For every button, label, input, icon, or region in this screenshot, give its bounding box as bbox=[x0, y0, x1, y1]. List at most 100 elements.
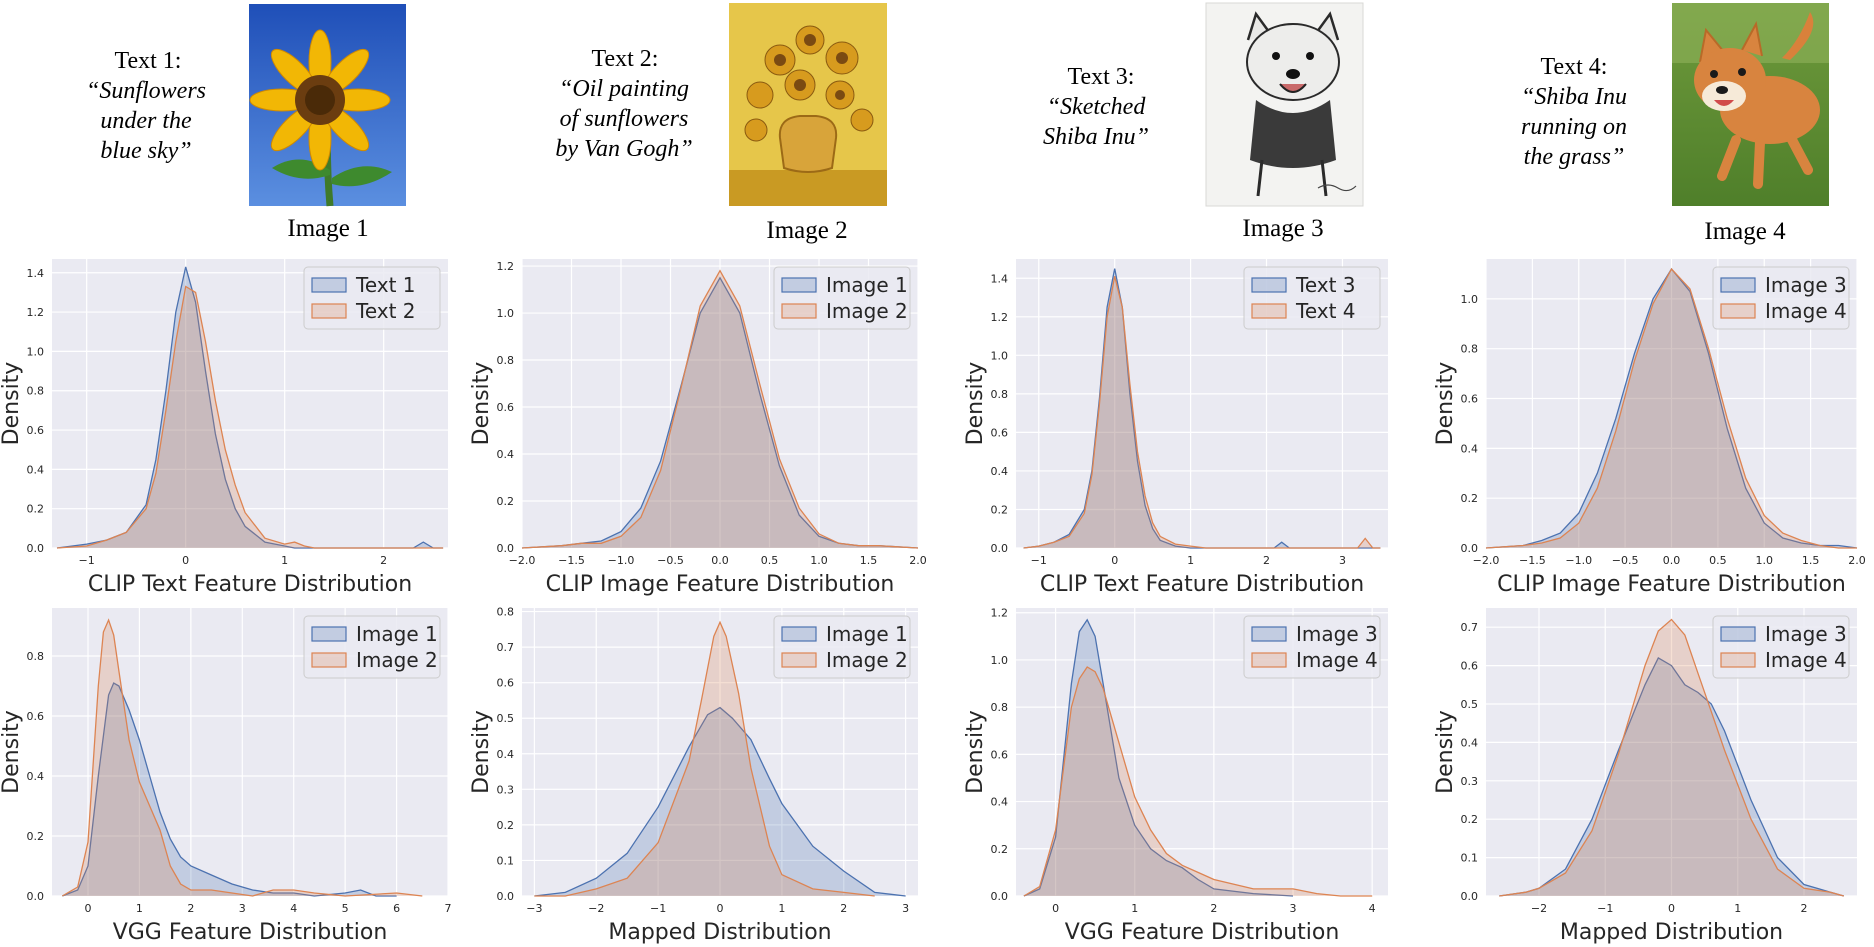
legend-swatch-1 bbox=[311, 277, 347, 293]
y-tick-label: 0.5 bbox=[497, 712, 515, 725]
x-tick-label: 1.5 bbox=[860, 554, 878, 567]
x-tick-label: 1 bbox=[1131, 902, 1138, 915]
x-tick-label: 2 bbox=[1210, 902, 1217, 915]
van-gogh-sunflowers-painting bbox=[729, 3, 887, 206]
series-line-1 bbox=[1485, 267, 1858, 549]
x-tick-label: 1 bbox=[1187, 554, 1194, 567]
text-quote-4-line-1: “Shiba Inu bbox=[1521, 84, 1627, 110]
legend-label-2: Image 4 bbox=[1765, 299, 1847, 323]
charts-grid: −1 0 1 2 0.0 0.2 0.4 0.6 0.8 1.0 1.2 1.4 CLIP Text F… bbox=[0, 259, 1866, 945]
series-line-2 bbox=[56, 285, 444, 549]
x-tick-label: 1 bbox=[136, 902, 143, 915]
chart-panel-2: −2.0 −1.5 −1.0 −0.5 0.0 0.5 1.0 1.5 2.0 0.0 0.2 0.4… bbox=[469, 259, 927, 597]
text-quote-2-line-2: of sunflowers bbox=[560, 106, 689, 132]
x-tick-label: 3 bbox=[1339, 554, 1346, 567]
y-tick-label: 0.0 bbox=[27, 542, 45, 555]
x-tick-label: −1.0 bbox=[608, 554, 635, 567]
x-tick-label: 1 bbox=[778, 902, 785, 915]
x-tick-label: 0 bbox=[1668, 902, 1675, 915]
y-tick-label: 0.8 bbox=[991, 388, 1009, 401]
y-tick-label: 0.2 bbox=[991, 503, 1009, 516]
text-label-3: Text 3: bbox=[1068, 64, 1135, 90]
y-axis-label: Density bbox=[0, 362, 24, 446]
text-quote-1-line-1: “Sunflowers bbox=[86, 78, 206, 104]
legend-swatch-2 bbox=[311, 652, 347, 668]
y-tick-label: 0.8 bbox=[27, 385, 45, 398]
series-line-2 bbox=[1485, 267, 1857, 549]
y-tick-label: 1.0 bbox=[497, 307, 515, 320]
y-tick-label: 0.2 bbox=[497, 819, 515, 832]
chart-panel-1: −1 0 1 2 0.0 0.2 0.4 0.6 0.8 1.0 1.2 1.4 CLIP Text F… bbox=[0, 259, 448, 597]
text-quote-4-line-2: running on bbox=[1521, 114, 1627, 140]
shiba-inu-sketch bbox=[1205, 2, 1364, 207]
legend-box bbox=[1243, 615, 1381, 679]
legend-label-2: Image 4 bbox=[1765, 648, 1847, 672]
series-area-1 bbox=[1023, 619, 1293, 896]
y-tick-label: 0.1 bbox=[497, 854, 515, 867]
legend-label-1: Image 1 bbox=[826, 622, 908, 646]
y-tick-label: 1.0 bbox=[1461, 293, 1479, 306]
shiba-inu-photo bbox=[1672, 3, 1829, 206]
x-tick-label: −1 bbox=[1597, 902, 1613, 915]
legend-label-2: Image 4 bbox=[1296, 648, 1378, 672]
legend-swatch-1 bbox=[1251, 626, 1287, 642]
y-tick-label: 0.2 bbox=[497, 495, 515, 508]
x-axis-label: CLIP Image Feature Distribution bbox=[546, 572, 895, 597]
y-tick-label: 0.3 bbox=[1461, 775, 1479, 788]
x-tick-label: 0 bbox=[717, 902, 724, 915]
series-line-1 bbox=[1023, 268, 1381, 549]
y-tick-label: 0.2 bbox=[27, 830, 45, 843]
y-tick-label: 0.2 bbox=[991, 843, 1009, 856]
x-tick-label: 0.0 bbox=[1663, 554, 1681, 567]
y-tick-label: 1.2 bbox=[991, 607, 1009, 620]
x-tick-label: 2.0 bbox=[1848, 554, 1866, 567]
x-tick-label: 1.0 bbox=[1756, 554, 1774, 567]
x-axis-label: CLIP Text Feature Distribution bbox=[1040, 572, 1364, 597]
y-tick-label: 0.4 bbox=[1461, 442, 1479, 455]
legend-label-1: Text 3 bbox=[1295, 273, 1356, 297]
x-tick-label: 3 bbox=[239, 902, 246, 915]
y-tick-label: 0.4 bbox=[27, 463, 45, 476]
image-caption-2: Image 2 bbox=[766, 217, 847, 244]
legend-label-2: Text 2 bbox=[355, 299, 416, 323]
series-area-1 bbox=[1499, 657, 1844, 896]
y-axis-label: Density bbox=[0, 710, 24, 794]
legend-swatch-2 bbox=[1251, 303, 1287, 319]
y-axis-label: Density bbox=[1433, 362, 1458, 446]
x-axis-label: Mapped Distribution bbox=[608, 920, 831, 945]
series-area-2 bbox=[534, 622, 875, 896]
legend-label-1: Image 1 bbox=[826, 273, 908, 297]
y-axis-label: Density bbox=[963, 362, 988, 446]
x-tick-label: −1.5 bbox=[1519, 554, 1546, 567]
y-tick-label: 0.4 bbox=[1461, 736, 1479, 749]
y-tick-label: 1.2 bbox=[991, 311, 1009, 324]
y-tick-label: 1.4 bbox=[27, 267, 45, 280]
x-tick-label: 3 bbox=[902, 902, 909, 915]
legend-swatch-1 bbox=[1720, 277, 1756, 293]
legend-box bbox=[1712, 615, 1850, 679]
x-tick-label: −1 bbox=[1031, 554, 1047, 567]
x-axis-label: Mapped Distribution bbox=[1560, 920, 1783, 945]
chart-panel-8: −2 −1 0 1 2 0.0 0.1 0.2 0.3 0.4 0.5 0.6 0.7 Mapped Di… bbox=[1433, 608, 1857, 945]
y-tick-label: 0.6 bbox=[1461, 393, 1479, 406]
series-line-1 bbox=[1023, 618, 1294, 897]
x-tick-label: 0 bbox=[85, 902, 92, 915]
text-label-4: Text 4: bbox=[1541, 54, 1608, 80]
y-tick-label: 0.6 bbox=[1461, 660, 1479, 673]
x-tick-label: 4 bbox=[290, 902, 297, 915]
series-area-1 bbox=[534, 707, 906, 896]
text-quote-1-line-2: under the bbox=[100, 108, 192, 134]
series-line-2 bbox=[1023, 666, 1373, 897]
x-tick-label: 0.5 bbox=[761, 554, 779, 567]
x-tick-label: 2.0 bbox=[909, 554, 927, 567]
x-tick-label: 7 bbox=[445, 902, 452, 915]
y-tick-label: 0.7 bbox=[497, 641, 515, 654]
x-tick-label: 6 bbox=[393, 902, 400, 915]
y-tick-label: 1.4 bbox=[991, 272, 1009, 285]
legend-box bbox=[303, 615, 441, 679]
image-caption-3: Image 3 bbox=[1242, 215, 1323, 242]
